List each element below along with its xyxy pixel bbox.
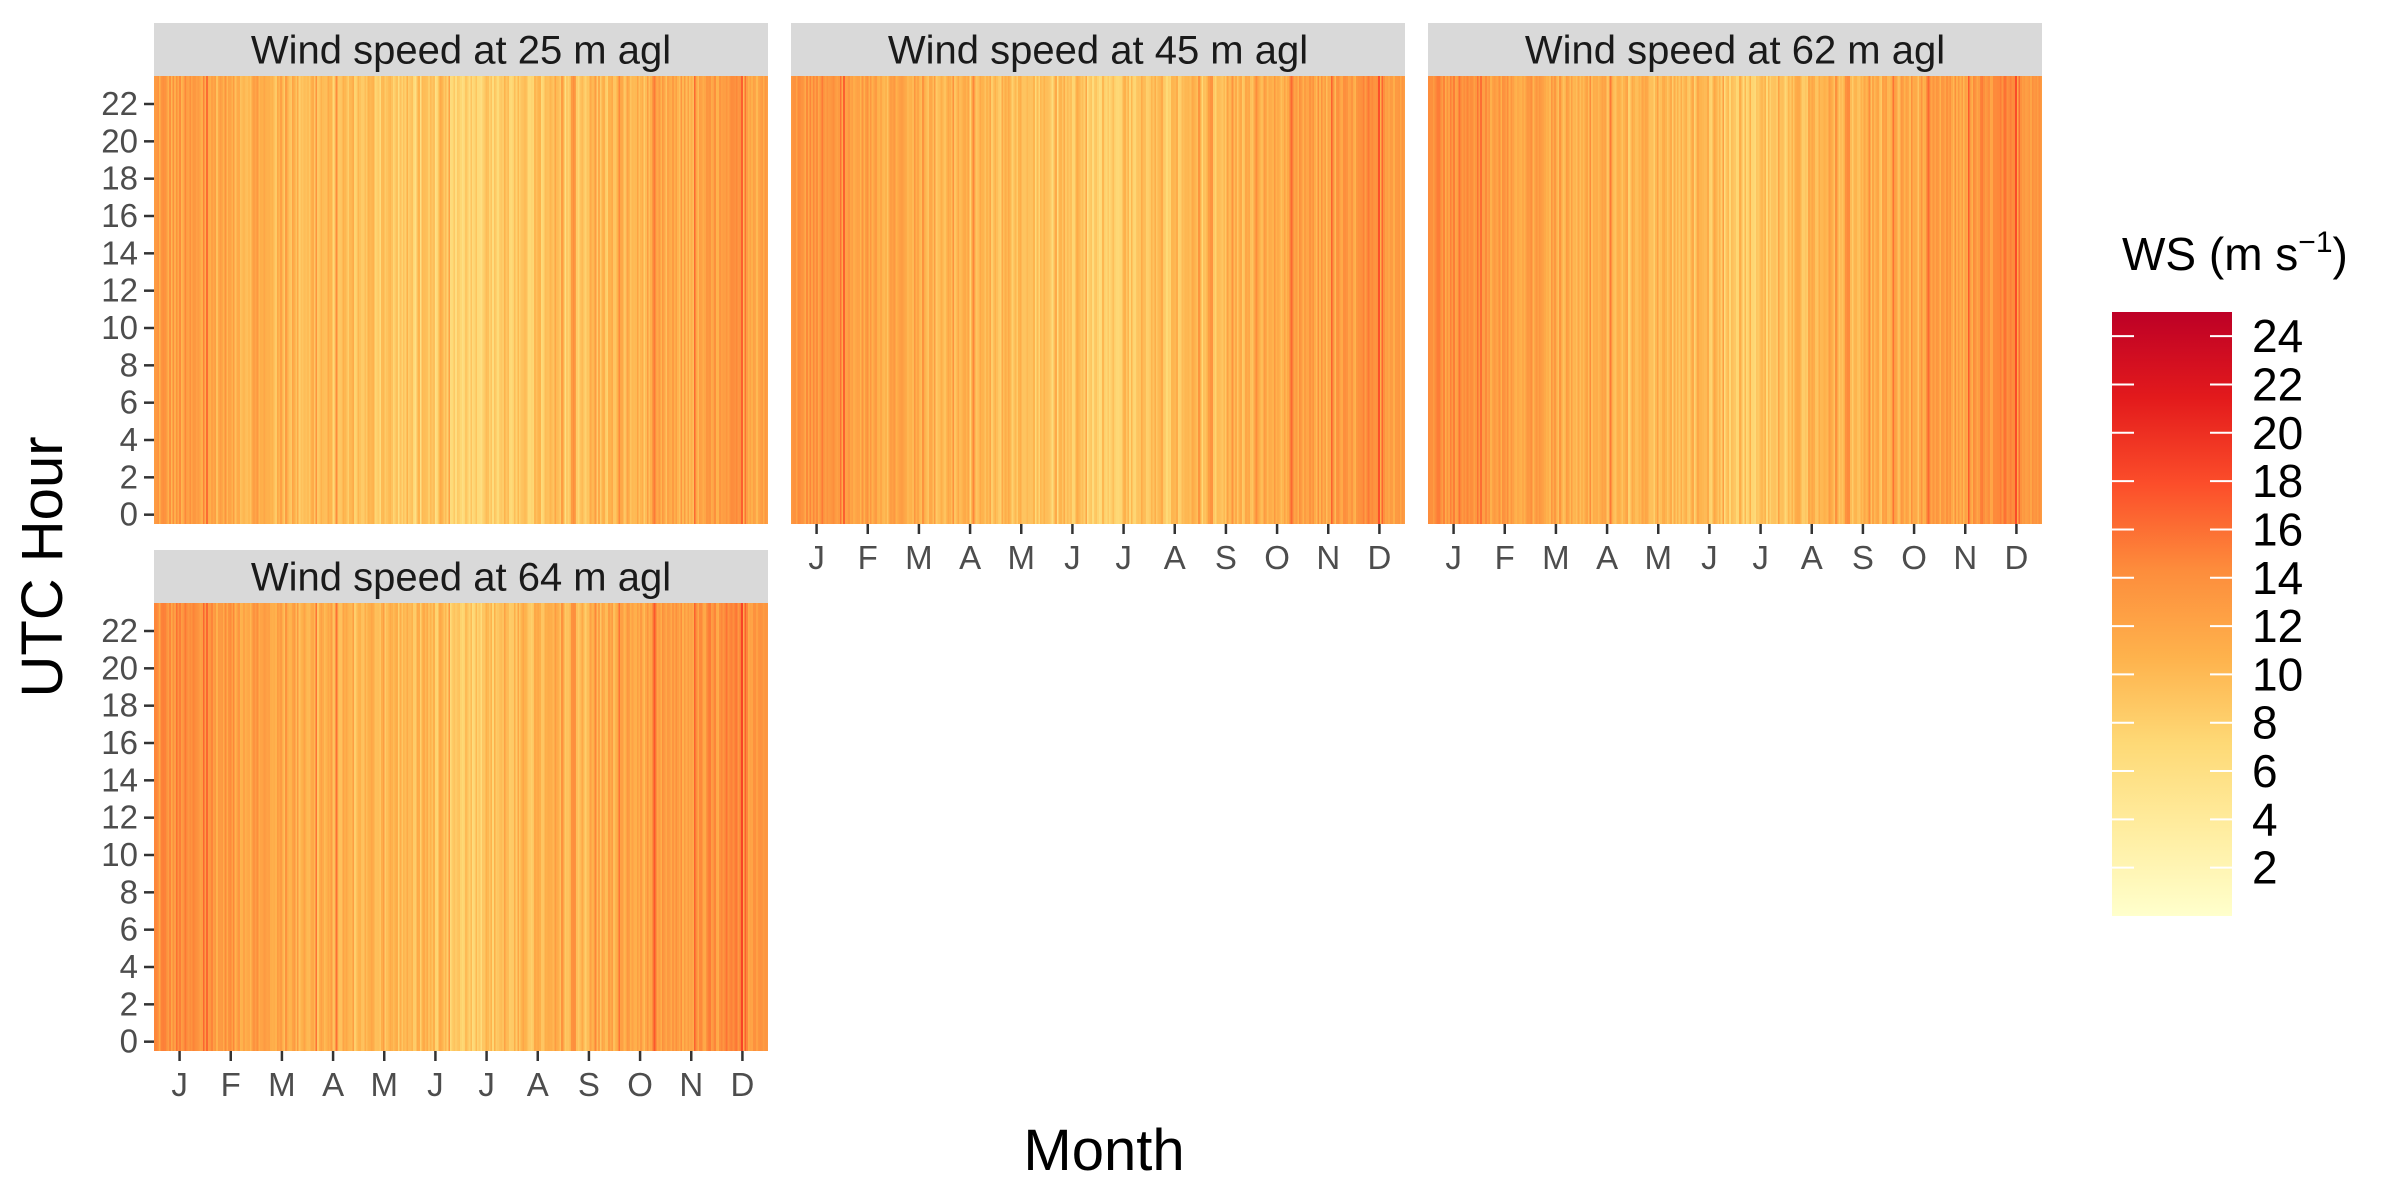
y-tick-label: 20	[101, 649, 138, 686]
legend-colorbar	[2112, 312, 2232, 916]
x-tick-label: O	[627, 1066, 653, 1103]
x-tick-label: M	[1645, 539, 1673, 576]
y-tick-label: 14	[101, 761, 138, 798]
y-tick-label: 8	[120, 873, 138, 910]
y-tick-label: 0	[120, 496, 138, 533]
y-tick-label: 8	[120, 346, 138, 383]
x-tick-label: A	[1164, 539, 1186, 576]
legend-tick-label: 24	[2252, 310, 2303, 362]
y-tick-label: 22	[101, 612, 138, 649]
y-tick-label: 14	[101, 234, 138, 271]
y-tick-label: 12	[101, 272, 138, 309]
x-tick-label: J	[427, 1066, 444, 1103]
legend-tick-label: 10	[2252, 648, 2303, 700]
heatmap-cells	[154, 76, 768, 524]
x-tick-label: A	[527, 1066, 549, 1103]
x-tick-label: O	[1264, 539, 1290, 576]
y-tick-label: 2	[120, 458, 138, 495]
legend-title: WS (m s−1)	[2122, 226, 2348, 280]
facet-strip	[154, 550, 768, 603]
facet-panel: Wind speed at 64 m agl 024681012141618202…	[101, 550, 768, 1103]
legend-tick-label: 2	[2252, 842, 2278, 894]
facet-strip	[154, 23, 768, 76]
y-tick-label: 20	[101, 122, 138, 159]
legend-tick-label: 6	[2252, 745, 2278, 797]
facet-strip	[791, 23, 1405, 76]
x-tick-label: N	[679, 1066, 703, 1103]
facet-title: Wind speed at 64 m agl	[251, 556, 671, 600]
legend-tick-label: 4	[2252, 793, 2278, 845]
x-tick-label: A	[322, 1066, 344, 1103]
x-tick-label: S	[1215, 539, 1237, 576]
x-tick-label: J	[808, 539, 825, 576]
x-tick-label: D	[730, 1066, 754, 1103]
x-tick-label: J	[171, 1066, 188, 1103]
x-tick-label: J	[478, 1066, 495, 1103]
x-tick-label: J	[1115, 539, 1132, 576]
x-tick-label: F	[858, 539, 878, 576]
x-tick-label: F	[221, 1066, 241, 1103]
y-tick-label: 6	[120, 911, 138, 948]
x-tick-label: S	[1852, 539, 1874, 576]
x-tick-label: J	[1064, 539, 1081, 576]
x-tick-label: J	[1701, 539, 1718, 576]
legend-tick-label: 12	[2252, 600, 2303, 652]
x-tick-label: N	[1316, 539, 1340, 576]
y-tick-label: 4	[120, 421, 138, 458]
legend-tick-label: 20	[2252, 407, 2303, 459]
x-tick-label: M	[905, 539, 933, 576]
y-tick-label: 12	[101, 799, 138, 836]
x-tick-label: S	[578, 1066, 600, 1103]
x-tick-label: M	[268, 1066, 296, 1103]
y-tick-label: 16	[101, 724, 138, 761]
facet-strip	[1428, 23, 2042, 76]
y-tick-label: 0	[120, 1023, 138, 1060]
legend-tick-label: 18	[2252, 455, 2303, 507]
legend-title-close: )	[2333, 228, 2348, 280]
facet-title: Wind speed at 62 m agl	[1525, 29, 1945, 73]
facet-title: Wind speed at 45 m agl	[888, 29, 1308, 73]
y-tick-label: 22	[101, 85, 138, 122]
y-tick-label: 10	[101, 309, 138, 346]
x-tick-label: A	[959, 539, 981, 576]
x-tick-label: M	[1542, 539, 1570, 576]
x-tick-label: M	[371, 1066, 399, 1103]
legend-tick-label: 14	[2252, 552, 2303, 604]
y-tick-label: 18	[101, 687, 138, 724]
heatmap-cells	[791, 76, 1405, 524]
facet-title: Wind speed at 25 m agl	[251, 29, 671, 73]
x-tick-label: O	[1901, 539, 1927, 576]
legend-title-superscript: −1	[2298, 226, 2332, 259]
legend-tick-label: 16	[2252, 503, 2303, 555]
y-tick-label: 4	[120, 948, 138, 985]
x-tick-label: N	[1953, 539, 1977, 576]
x-tick-label: J	[1752, 539, 1769, 576]
x-tick-label: A	[1596, 539, 1618, 576]
heatmap-cells	[154, 603, 768, 1051]
facet-panel: Wind speed at 25 m agl 024681012141618202…	[101, 23, 768, 533]
heatmap-cells	[1428, 76, 2042, 524]
y-axis-title: UTC Hour	[10, 436, 75, 697]
y-tick-label: 10	[101, 836, 138, 873]
y-tick-label: 2	[120, 985, 138, 1022]
heatmap-panels: Wind speed at 25 m agl024681012141618202…	[101, 23, 2042, 1103]
x-tick-label: J	[1445, 539, 1462, 576]
legend-tick-label: 22	[2252, 358, 2303, 410]
y-tick-label: 18	[101, 160, 138, 197]
x-tick-label: A	[1801, 539, 1823, 576]
x-axis-title: Month	[1023, 1118, 1184, 1183]
x-tick-label: F	[1495, 539, 1515, 576]
y-tick-label: 16	[101, 197, 138, 234]
x-tick-label: D	[2004, 539, 2028, 576]
x-tick-label: D	[1367, 539, 1391, 576]
x-tick-label: M	[1008, 539, 1036, 576]
y-tick-label: 6	[120, 384, 138, 421]
legend-tick-label: 8	[2252, 697, 2278, 749]
